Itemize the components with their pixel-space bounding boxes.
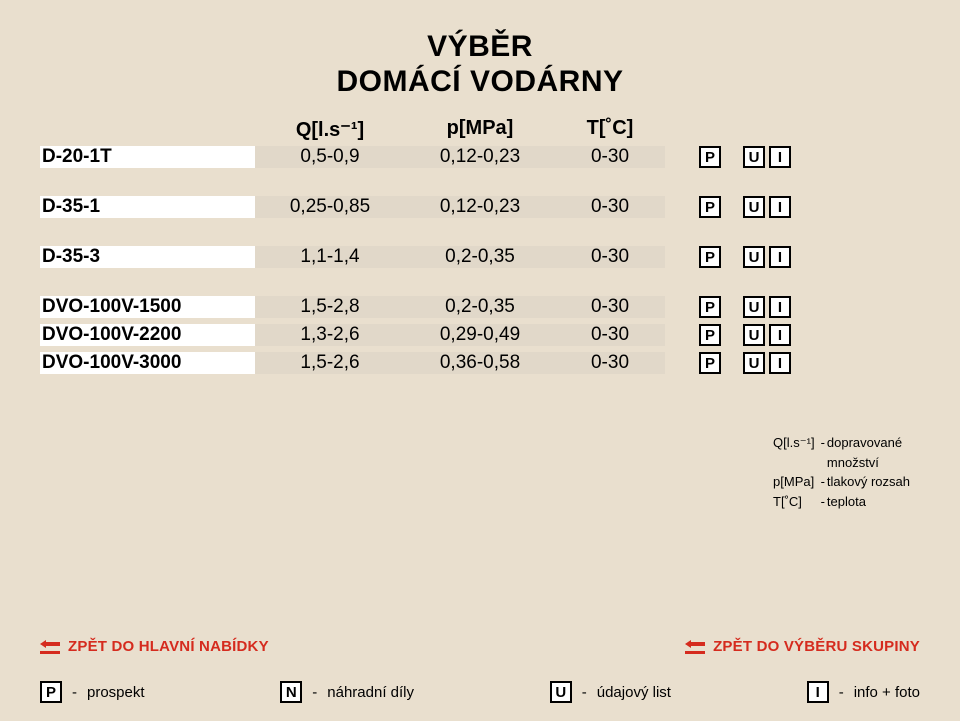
legend-t-val: teplota: [827, 493, 910, 511]
model-cell: DVO-100V-3000: [40, 352, 255, 374]
tag-n-icon: N: [280, 681, 302, 703]
tags-cell: PUI: [665, 324, 920, 346]
model-cell: D-35-1: [40, 196, 255, 218]
model-cell: D-20-1T: [40, 146, 255, 168]
t-cell: 0-30: [555, 324, 665, 346]
tag-i-button[interactable]: I: [769, 196, 791, 218]
tag-p-button[interactable]: P: [699, 246, 721, 268]
tag-p-button[interactable]: P: [699, 324, 721, 346]
back-arrow-icon: [40, 640, 58, 654]
q-cell: 1,5-2,8: [255, 296, 405, 318]
legend-q-key: Q[l.s⁻¹]: [773, 434, 819, 452]
q-cell: 1,3-2,6: [255, 324, 405, 346]
col-header-q: Q[l.s⁻¹]: [255, 117, 405, 142]
p-cell: 0,12-0,23: [405, 196, 555, 218]
tag-p-icon: P: [40, 681, 62, 703]
t-cell: 0-30: [555, 146, 665, 168]
data-table: D-20-1T0,5-0,90,12-0,230-30PUID-35-10,25…: [40, 144, 920, 376]
page: VÝBĚR DOMÁCÍ VODÁRNY Q[l.s⁻¹] p[MPa] T[˚…: [0, 0, 960, 721]
model-cell: DVO-100V-1500: [40, 296, 255, 318]
p-cell: 0,2-0,35: [405, 246, 555, 268]
tags-cell: PUI: [665, 296, 920, 318]
tag-u-button[interactable]: U: [743, 246, 765, 268]
q-cell: 0,5-0,9: [255, 146, 405, 168]
legend-p-label: prospekt: [87, 684, 145, 701]
tag-i-button[interactable]: I: [769, 324, 791, 346]
legend-p-key: p[MPa]: [773, 473, 819, 491]
legend-q-val: dopravované: [827, 434, 910, 452]
tag-u-button[interactable]: U: [743, 196, 765, 218]
tags-cell: PUI: [665, 246, 920, 268]
tag-i-button[interactable]: I: [769, 146, 791, 168]
back-arrow-icon: [685, 640, 703, 654]
page-title: VÝBĚR DOMÁCÍ VODÁRNY: [40, 30, 920, 99]
p-cell: 0,29-0,49: [405, 324, 555, 346]
p-cell: 0,36-0,58: [405, 352, 555, 374]
nav-row: ZPĚT DO HLAVNÍ NABÍDKY ZPĚT DO VÝBĚRU SK…: [40, 638, 920, 655]
legend-item-u: U - údajový list: [550, 681, 671, 703]
tag-p-button[interactable]: P: [699, 296, 721, 318]
col-header-p: p[MPa]: [405, 117, 555, 142]
p-cell: 0,2-0,35: [405, 296, 555, 318]
tags-cell: PUI: [665, 146, 920, 168]
title-line-2: DOMÁCÍ VODÁRNY: [40, 65, 920, 100]
tag-u-button[interactable]: U: [743, 352, 765, 374]
back-main-label: ZPĚT DO HLAVNÍ NABÍDKY: [68, 638, 269, 655]
legend-item-i: I - info + foto: [807, 681, 920, 703]
q-cell: 1,1-1,4: [255, 246, 405, 268]
footer: ZPĚT DO HLAVNÍ NABÍDKY ZPĚT DO VÝBĚRU SK…: [0, 638, 960, 703]
tag-i-button[interactable]: I: [769, 296, 791, 318]
p-cell: 0,12-0,23: [405, 146, 555, 168]
tags-cell: PUI: [665, 352, 920, 374]
column-headers: Q[l.s⁻¹] p[MPa] T[˚C]: [40, 117, 920, 142]
q-cell: 1,5-2,6: [255, 352, 405, 374]
tag-u-icon: U: [550, 681, 572, 703]
legend-i-label: info + foto: [854, 684, 920, 701]
legend-n-label: náhradní díly: [327, 684, 414, 701]
tag-p-button[interactable]: P: [699, 146, 721, 168]
model-cell: D-35-3: [40, 246, 255, 268]
t-cell: 0-30: [555, 246, 665, 268]
tag-u-button[interactable]: U: [743, 324, 765, 346]
tag-u-button[interactable]: U: [743, 296, 765, 318]
table-row: DVO-100V-22001,3-2,60,29-0,490-30PUI: [40, 322, 920, 348]
units-legend: Q[l.s⁻¹] - dopravované množství p[MPa] -…: [771, 432, 912, 512]
legend-p-val: tlakový rozsah: [827, 473, 910, 491]
table-row: DVO-100V-30001,5-2,60,36-0,580-30PUI: [40, 350, 920, 376]
table-row: D-35-31,1-1,40,2-0,350-30PUI: [40, 244, 920, 270]
t-cell: 0-30: [555, 296, 665, 318]
back-main-link[interactable]: ZPĚT DO HLAVNÍ NABÍDKY: [40, 638, 269, 655]
title-line-1: VÝBĚR: [40, 30, 920, 65]
table-row: DVO-100V-15001,5-2,80,2-0,350-30PUI: [40, 294, 920, 320]
model-cell: DVO-100V-2200: [40, 324, 255, 346]
tags-cell: PUI: [665, 196, 920, 218]
t-cell: 0-30: [555, 352, 665, 374]
legend-u-label: údajový list: [597, 684, 671, 701]
table-row: D-20-1T0,5-0,90,12-0,230-30PUI: [40, 144, 920, 170]
back-group-link[interactable]: ZPĚT DO VÝBĚRU SKUPINY: [685, 638, 920, 655]
t-cell: 0-30: [555, 196, 665, 218]
table-row: D-35-10,25-0,850,12-0,230-30PUI: [40, 194, 920, 220]
back-group-label: ZPĚT DO VÝBĚRU SKUPINY: [713, 638, 920, 655]
legend-item-p: P - prospekt: [40, 681, 145, 703]
tag-i-button[interactable]: I: [769, 246, 791, 268]
tag-p-button[interactable]: P: [699, 352, 721, 374]
tag-p-button[interactable]: P: [699, 196, 721, 218]
legend-row: P - prospekt N - náhradní díly U - údajo…: [40, 681, 920, 703]
tag-i-button[interactable]: I: [769, 352, 791, 374]
q-cell: 0,25-0,85: [255, 196, 405, 218]
tag-i-icon: I: [807, 681, 829, 703]
tag-u-button[interactable]: U: [743, 146, 765, 168]
col-header-t: T[˚C]: [555, 117, 665, 142]
legend-t-key: T[˚C]: [773, 493, 819, 511]
legend-item-n: N - náhradní díly: [280, 681, 414, 703]
